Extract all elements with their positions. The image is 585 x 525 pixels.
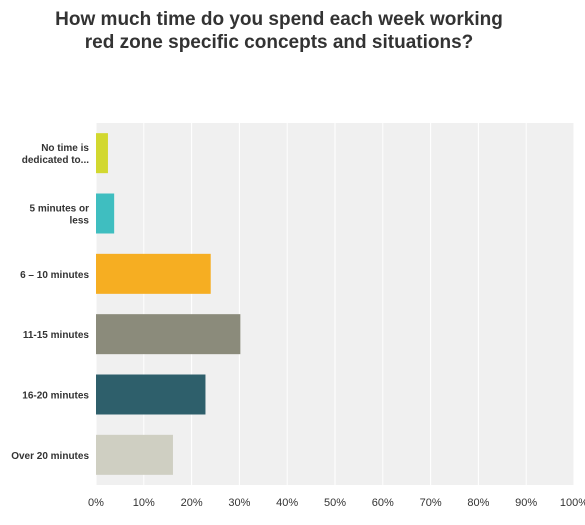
x-tick-label: 50% <box>324 497 346 509</box>
x-tick-label: 60% <box>372 497 394 509</box>
category-label: 11-15 minutes <box>23 330 90 341</box>
category-label: Over 20 minutes <box>11 451 89 462</box>
bar <box>96 193 115 234</box>
bar <box>96 253 211 294</box>
x-tick-label: 100% <box>560 497 585 509</box>
x-tick-label: 30% <box>228 497 250 509</box>
category-label: 6 – 10 minutes <box>20 270 89 281</box>
x-tick-label: 90% <box>515 497 537 509</box>
bar <box>96 133 108 174</box>
bar <box>96 434 173 475</box>
x-tick-label: 80% <box>467 497 489 509</box>
category-labels: No time is dedicated to... 5 minutes or les… <box>11 143 89 462</box>
category-label: 16-20 minutes <box>22 391 89 402</box>
x-axis-tick-labels: 0% 10% 20% 30% 40% 50% 60% 70% 80% 90% 100% <box>88 497 585 509</box>
x-tick-label: 10% <box>133 497 155 509</box>
category-label: 5 minutes or less <box>30 204 90 227</box>
bar-series <box>96 133 241 475</box>
x-tick-label: 70% <box>420 497 442 509</box>
chart-title: How much time do you spend each week wor… <box>55 9 503 53</box>
x-tick-label: 20% <box>181 497 203 509</box>
bar <box>96 314 241 355</box>
category-label: No time is dedicated to... <box>22 143 90 166</box>
gridlines <box>95 123 575 485</box>
x-tick-label: 40% <box>276 497 298 509</box>
bar <box>96 374 206 415</box>
x-tick-label: 0% <box>88 497 104 509</box>
